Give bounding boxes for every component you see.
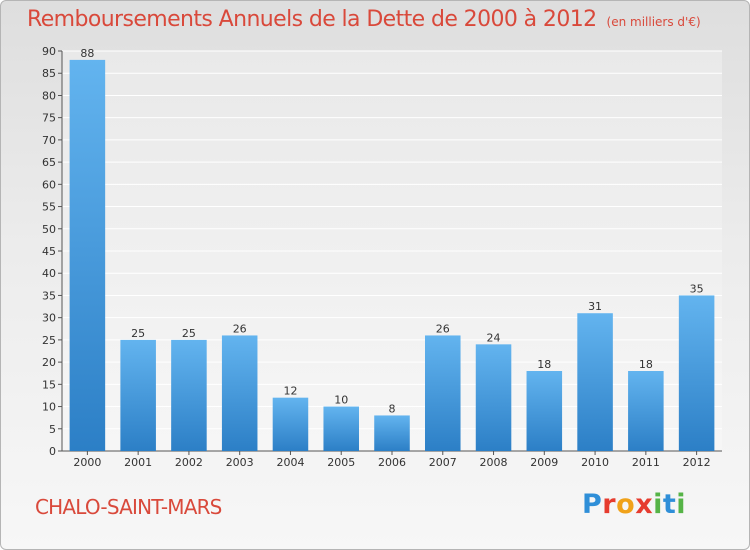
bar	[628, 371, 664, 451]
x-tick-label: 2000	[73, 456, 101, 469]
bar-value-label: 18	[537, 358, 551, 371]
grid-layer	[62, 50, 722, 452]
bar-value-label: 26	[436, 322, 450, 335]
y-tick-label: 55	[42, 201, 56, 214]
bar	[374, 415, 410, 451]
y-tick-label: 10	[42, 401, 56, 414]
logo-letter: P	[582, 489, 603, 520]
logo-letter: i	[676, 489, 687, 520]
bar-value-label: 12	[283, 385, 297, 398]
y-tick-label: 35	[42, 289, 56, 302]
logo-letter: i	[653, 489, 663, 520]
x-tick-label: 2010	[581, 456, 609, 469]
x-tick-label: 2009	[530, 456, 558, 469]
bar	[171, 339, 207, 451]
bar-value-label: 24	[487, 331, 501, 344]
logo-letter: o	[616, 489, 636, 520]
chart-title-row: Remboursements Annuels de la Dette de 20…	[27, 7, 701, 32]
bar-value-label: 18	[639, 358, 653, 371]
bar-value-label: 26	[233, 322, 247, 335]
bar	[221, 335, 258, 451]
y-tick-label: 70	[42, 134, 56, 147]
bar-value-label: 25	[182, 327, 196, 340]
y-tick-label: 50	[42, 223, 56, 236]
axis-layer: 0 5 10 15 20 25 30 35 40 45 50 55 60 65 70 75 80 85 90 2000…	[42, 45, 722, 469]
chart-subtitle: (en milliers d'€)	[606, 15, 701, 29]
bar-value-label: 35	[690, 282, 704, 295]
bar	[120, 339, 156, 451]
x-tick-label: 2003	[226, 456, 254, 469]
logo-letter: t	[662, 489, 677, 520]
logo-letter: x	[635, 489, 654, 520]
x-tick-label: 2007	[429, 456, 457, 469]
bar-value-label: 88	[80, 47, 94, 60]
bar-value-label: 31	[588, 300, 602, 313]
y-tick-label: 60	[42, 178, 56, 191]
chart-title: Remboursements Annuels de la Dette de 20…	[27, 7, 597, 32]
y-tick-label: 15	[42, 378, 56, 391]
x-tick-label: 2001	[124, 456, 152, 469]
bar	[323, 406, 359, 451]
y-tick-label: 40	[42, 267, 56, 280]
bar	[475, 344, 512, 451]
y-tick-label: 85	[42, 67, 56, 80]
x-tick-label: 2004	[276, 456, 304, 469]
bar	[678, 295, 715, 451]
bar-layer: 88 25 25 26 12 10 8 26 24 18 31 18 35	[69, 47, 715, 452]
y-tick-label: 20	[42, 356, 56, 369]
y-tick-label: 65	[42, 156, 56, 169]
x-tick-label: 2008	[480, 456, 508, 469]
bar	[69, 59, 106, 452]
bar	[526, 371, 563, 451]
bar-value-label: 10	[334, 394, 348, 407]
proxiti-logo: Proxiti	[582, 489, 686, 520]
bar	[272, 397, 309, 451]
bar-value-label: 8	[389, 402, 396, 415]
x-tick-label: 2006	[378, 456, 406, 469]
x-tick-label: 2012	[683, 456, 711, 469]
y-tick-label: 80	[42, 89, 56, 102]
y-tick-label: 75	[42, 112, 56, 125]
bar-value-label: 25	[131, 327, 145, 340]
y-tick-label: 5	[49, 423, 56, 436]
y-tick-label: 45	[42, 245, 56, 258]
x-tick-label: 2002	[175, 456, 203, 469]
y-tick-label: 90	[42, 45, 56, 58]
x-tick-label: 2011	[632, 456, 660, 469]
bar	[425, 335, 461, 451]
y-tick-label: 30	[42, 312, 56, 325]
bar	[577, 313, 613, 451]
y-tick-label: 0	[49, 445, 56, 458]
logo-letter: r	[602, 489, 617, 520]
y-tick-label: 25	[42, 334, 56, 347]
x-tick-label: 2005	[327, 456, 355, 469]
commune-name: CHALO-SAINT-MARS	[35, 495, 222, 519]
